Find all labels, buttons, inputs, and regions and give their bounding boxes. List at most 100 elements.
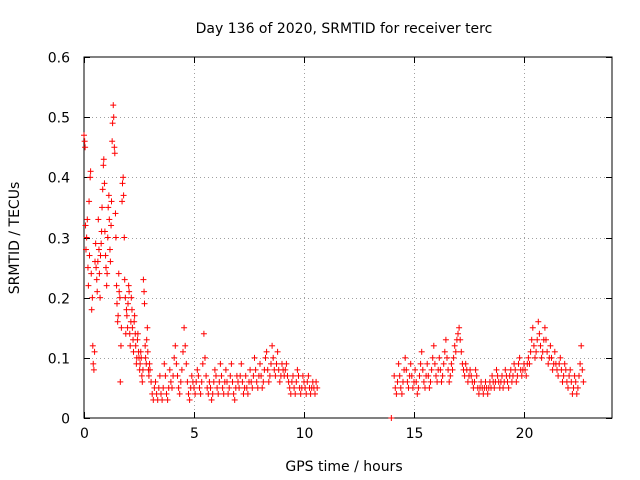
x-tick-label: 20 <box>516 426 534 442</box>
data-point <box>284 372 291 379</box>
data-point <box>173 360 180 367</box>
data-point <box>574 384 581 391</box>
data-point <box>541 324 548 331</box>
data-point <box>139 366 146 373</box>
data-point <box>128 306 135 313</box>
data-point <box>452 348 459 355</box>
data-point <box>314 384 321 391</box>
data-point <box>110 102 117 109</box>
data-point <box>251 354 258 361</box>
data-point <box>395 360 402 367</box>
data-point <box>299 372 306 379</box>
y-tick-label: 0 <box>61 412 70 428</box>
data-point <box>131 312 138 319</box>
data-point <box>192 390 199 397</box>
data-point <box>100 156 107 163</box>
data-point <box>388 415 395 421</box>
data-point <box>186 396 193 403</box>
data-point <box>96 270 103 277</box>
data-point <box>111 144 118 151</box>
data-point <box>217 360 224 367</box>
data-point <box>167 378 174 385</box>
data-point <box>128 294 135 301</box>
chart-title: Day 136 of 2020, SRMTID for receiver ter… <box>196 21 493 37</box>
data-point <box>258 372 265 379</box>
data-point <box>567 366 574 373</box>
data-point <box>193 378 200 385</box>
data-point <box>412 366 419 373</box>
data-point <box>106 246 113 253</box>
data-point <box>404 378 411 385</box>
data-point <box>147 366 153 373</box>
data-point <box>103 282 110 289</box>
data-point <box>555 372 562 379</box>
data-point <box>202 354 208 361</box>
data-point <box>446 378 453 385</box>
data-point <box>94 258 101 265</box>
data-point <box>393 390 400 397</box>
data-point <box>402 354 409 361</box>
data-point <box>417 360 424 367</box>
data-point <box>438 378 445 385</box>
y-tick-label: 0.4 <box>48 171 70 187</box>
data-point <box>433 372 439 379</box>
data-point <box>263 348 270 355</box>
data-point <box>141 288 148 295</box>
data-point <box>489 372 496 379</box>
data-point <box>565 384 571 391</box>
data-point <box>188 372 195 379</box>
data-point <box>545 360 552 367</box>
data-point <box>472 366 479 373</box>
data-point <box>125 282 132 289</box>
data-point <box>129 324 136 331</box>
data-point <box>579 366 586 373</box>
data-point <box>120 192 127 199</box>
data-point <box>97 294 104 301</box>
data-point <box>291 384 298 391</box>
data-point <box>560 372 567 379</box>
data-point <box>580 378 587 385</box>
y-tick-label: 0.6 <box>48 51 70 67</box>
data-point <box>137 360 144 367</box>
data-point <box>93 264 100 271</box>
data-point <box>208 396 215 403</box>
data-point <box>191 384 197 391</box>
data-point <box>210 378 217 385</box>
data-point <box>491 384 498 391</box>
data-point <box>82 246 89 253</box>
data-point <box>88 270 95 277</box>
data-point <box>86 198 93 205</box>
data-point <box>158 390 164 397</box>
data-point <box>91 348 98 355</box>
data-point <box>181 324 188 331</box>
data-point <box>85 282 92 289</box>
data-point <box>269 342 276 349</box>
data-point <box>513 378 520 385</box>
data-point <box>543 336 549 343</box>
data-point <box>95 216 102 223</box>
data-point <box>548 354 555 361</box>
data-point <box>199 360 206 367</box>
data-point <box>243 384 250 391</box>
data-point <box>142 354 149 361</box>
data-point <box>114 300 120 307</box>
data-point <box>522 366 529 373</box>
data-point <box>112 210 119 217</box>
data-point <box>203 372 210 379</box>
data-point <box>578 342 585 349</box>
data-point <box>101 180 108 187</box>
data-point <box>93 276 100 283</box>
data-point <box>418 348 425 355</box>
data-point <box>222 366 229 373</box>
data-point <box>416 372 423 379</box>
data-point <box>105 204 112 211</box>
data-point <box>185 390 192 397</box>
data-point <box>515 360 522 367</box>
data-point <box>493 366 500 373</box>
y-tick-label: 0.2 <box>48 292 70 308</box>
data-point <box>200 330 207 337</box>
data-point <box>134 336 141 343</box>
data-point <box>83 234 90 241</box>
data-point <box>174 372 181 379</box>
data-point <box>145 372 152 379</box>
